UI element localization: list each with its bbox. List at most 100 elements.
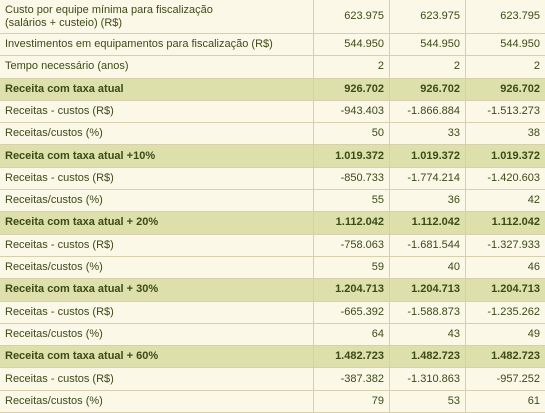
value-cell: 59 (314, 256, 390, 280)
value-cell: 623.795 (466, 0, 545, 34)
cell-value: 544.950 (500, 38, 540, 51)
value-cell: 36 (390, 190, 466, 213)
value-cell: 64 (314, 323, 390, 347)
cell-value: 79 (371, 394, 384, 407)
value-cell: 49 (466, 323, 545, 347)
value-cell: 42 (466, 190, 545, 213)
row-label: Receitas/custos (%) (0, 123, 314, 146)
row-label: Receita com taxa atual + 20% (0, 212, 314, 235)
row-label: Receitas - custos (R$) (0, 234, 314, 257)
value-cell: 544.950 (390, 34, 466, 57)
value-cell: 1.112.042 (466, 212, 545, 235)
row-label: Receitas - custos (R$) (0, 301, 314, 324)
label-line: Investimentos em equipamentos para fisca… (5, 38, 273, 51)
label-line: Receitas - custos (R$) (5, 305, 114, 318)
cell-value: 42 (527, 194, 540, 207)
cell-value: 49 (527, 327, 540, 340)
value-cell: 33 (390, 123, 466, 146)
cell-value: 55 (371, 194, 384, 207)
cell-value: 1.204.713 (491, 283, 540, 296)
cell-value: 926.702 (420, 82, 460, 95)
value-cell: -943.403 (314, 100, 390, 124)
cell-value: -1.235.262 (487, 305, 540, 318)
value-cell: 2 (314, 56, 390, 79)
value-cell: 926.702 (390, 78, 466, 101)
value-cell: -1.681.544 (390, 234, 466, 257)
value-cell: 46 (466, 256, 545, 280)
row-label: Receitas/custos (%) (0, 323, 314, 347)
cell-value: 926.702 (344, 82, 384, 95)
row-label: Receitas - custos (R$) (0, 167, 314, 191)
cell-value: 46 (527, 261, 540, 274)
label-line: Receita com taxa atual + 20% (5, 216, 159, 229)
value-cell: 1.112.042 (314, 212, 390, 235)
value-cell: -1.866.884 (390, 100, 466, 124)
value-cell: 50 (314, 123, 390, 146)
value-cell: 2 (466, 56, 545, 79)
cell-value: 36 (447, 194, 460, 207)
cell-value: -957.252 (496, 372, 540, 385)
cell-value: 38 (527, 127, 540, 140)
value-cell: 1.112.042 (390, 212, 466, 235)
label-line: Receita com taxa atual + 60% (5, 350, 159, 363)
cell-value: 2 (377, 60, 384, 73)
row-label: Custo por equipe mínima para fiscalizaçã… (0, 0, 314, 34)
cell-value: -1.310.863 (407, 372, 460, 385)
cell-value: -1.774.214 (407, 171, 460, 184)
value-cell: -957.252 (466, 368, 545, 391)
value-cell: 79 (314, 390, 390, 413)
cell-value: 2 (453, 60, 460, 73)
row-label: Receitas/custos (%) (0, 256, 314, 280)
value-cell: -1.588.873 (390, 301, 466, 324)
cell-value: -1.866.884 (407, 105, 460, 118)
label-line: Receitas/custos (%) (5, 261, 103, 274)
cell-value: 33 (447, 127, 460, 140)
value-cell: 544.950 (466, 34, 545, 57)
label-line: Receitas - custos (R$) (5, 372, 114, 385)
value-cell: -850.733 (314, 167, 390, 191)
value-cell: 1.204.713 (390, 279, 466, 302)
cell-value: 2 (533, 60, 540, 73)
cell-value: -1.420.603 (487, 171, 540, 184)
value-cell: 623.975 (314, 0, 390, 34)
cell-value: -943.403 (340, 105, 384, 118)
cell-value: 1.112.042 (491, 216, 540, 229)
cell-value: 59 (371, 261, 384, 274)
value-cell: -387.382 (314, 368, 390, 391)
cell-value: 1.482.723 (411, 350, 460, 363)
label-line: Receitas - custos (R$) (5, 171, 114, 184)
value-cell: 1.019.372 (314, 145, 390, 168)
value-cell: -1.774.214 (390, 167, 466, 191)
cell-value: 1.482.723 (335, 350, 384, 363)
label-line: Receitas/custos (%) (5, 194, 103, 207)
value-cell: 55 (314, 190, 390, 213)
cell-value: 64 (371, 327, 384, 340)
label-line: Receita com taxa atual + 30% (5, 283, 159, 296)
value-cell: 2 (390, 56, 466, 79)
value-cell: 38 (466, 123, 545, 146)
label-line: Receitas/custos (%) (5, 127, 103, 140)
cell-value: -1.681.544 (407, 238, 460, 251)
cell-value: 544.950 (344, 38, 384, 51)
cell-value: 1.204.713 (411, 283, 460, 296)
cell-value: 1.019.372 (491, 149, 540, 162)
cell-value: -1.588.873 (407, 305, 460, 318)
label-line: Receita com taxa atual (5, 82, 124, 95)
cell-value: 1.482.723 (491, 350, 540, 363)
value-cell: 1.482.723 (314, 346, 390, 369)
value-cell: -758.063 (314, 234, 390, 257)
value-cell: 1.482.723 (466, 346, 545, 369)
cell-value: 43 (447, 327, 460, 340)
cell-value: 53 (447, 394, 460, 407)
value-cell: 1.204.713 (466, 279, 545, 302)
value-cell: 40 (390, 256, 466, 280)
value-cell: 53 (390, 390, 466, 413)
cell-value: 40 (447, 261, 460, 274)
cell-value: -758.063 (340, 238, 384, 251)
cell-value: -387.382 (340, 372, 384, 385)
label-line: Receitas - custos (R$) (5, 238, 114, 251)
value-cell: 43 (390, 323, 466, 347)
row-label: Receitas/custos (%) (0, 390, 314, 413)
label-line: Receita com taxa atual +10% (5, 149, 156, 162)
